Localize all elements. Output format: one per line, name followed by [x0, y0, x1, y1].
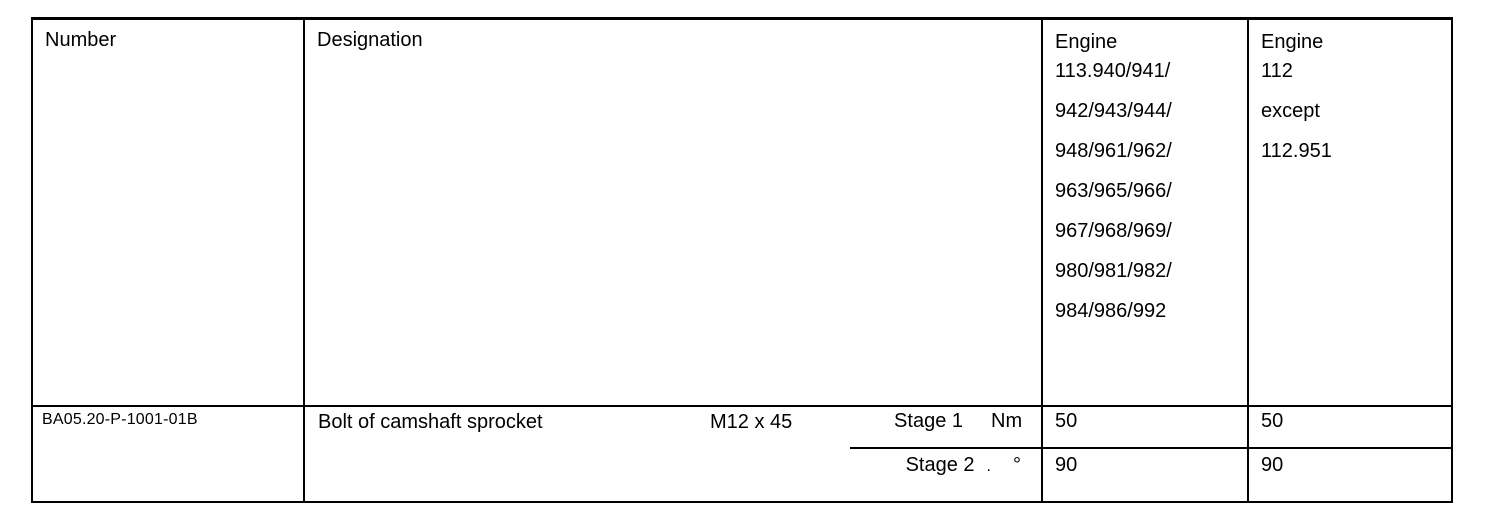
engine112-header-line: 112.951 — [1261, 140, 1332, 162]
stage1-label: Stage 1 — [894, 410, 963, 432]
thread-size: M12 x 45 — [710, 411, 793, 433]
torque-value: 90 — [1261, 454, 1284, 476]
row-number-cell: BA05.20-P-1001-01B — [33, 407, 305, 501]
engine113-header-line: 967/968/969/ — [1055, 220, 1172, 242]
designation-text: Bolt of camshaft sprocket — [318, 411, 543, 433]
header-number-label: Number — [45, 29, 117, 51]
engine113-header-line: 984/986/992 — [1055, 300, 1167, 322]
header-cell-engine-113: Engine 113.940/941/ 942/943/944/ 948/961… — [1043, 20, 1249, 407]
engine113-header-line: 113.940/941/ — [1055, 60, 1171, 82]
header-designation-label: Designation — [317, 29, 423, 51]
engine112-header-line: Engine — [1261, 31, 1324, 53]
engine113-header-line: 980/981/982/ — [1055, 260, 1172, 282]
engine113-header-line: 942/943/944/ — [1055, 100, 1172, 122]
engine113-header-line: 948/961/962/ — [1055, 140, 1172, 162]
torque-value: 50 — [1055, 410, 1078, 432]
stage2-label: Stage 2 — [905, 454, 975, 476]
torque-value: 90 — [1055, 454, 1078, 476]
part-number: BA05.20-P-1001-01B — [42, 411, 198, 428]
header-cell-designation: Designation — [305, 20, 1043, 407]
torque-spec-table: Number Designation Engine 113.940/941/ 9… — [31, 17, 1453, 503]
stage2-unit: ° — [1013, 454, 1021, 476]
torque-value: 50 — [1261, 410, 1284, 432]
stage1-unit: Nm — [991, 410, 1023, 432]
engine112-header-line: 112 — [1261, 60, 1293, 82]
engine113-header-line: 963/965/966/ — [1055, 180, 1172, 202]
stage2-dot-mark: . — [986, 458, 991, 475]
stage1-cell: Stage 1 Nm — [850, 407, 1043, 449]
row-designation-cell: Bolt of camshaft sprocket M12 x 45 — [305, 407, 850, 501]
stage2-cell: Stage 2 . ° — [850, 449, 1043, 501]
header-cell-engine-112: Engine 112 except 112.951 — [1249, 20, 1451, 407]
value-engine113-stage2: 90 — [1043, 449, 1249, 501]
value-engine112-stage1: 50 — [1249, 407, 1451, 449]
engine112-header-line: except — [1261, 100, 1320, 122]
value-engine113-stage1: 50 — [1043, 407, 1249, 449]
engine113-header-line: Engine — [1055, 31, 1118, 53]
value-engine112-stage2: 90 — [1249, 449, 1451, 501]
header-cell-number: Number — [33, 20, 305, 407]
